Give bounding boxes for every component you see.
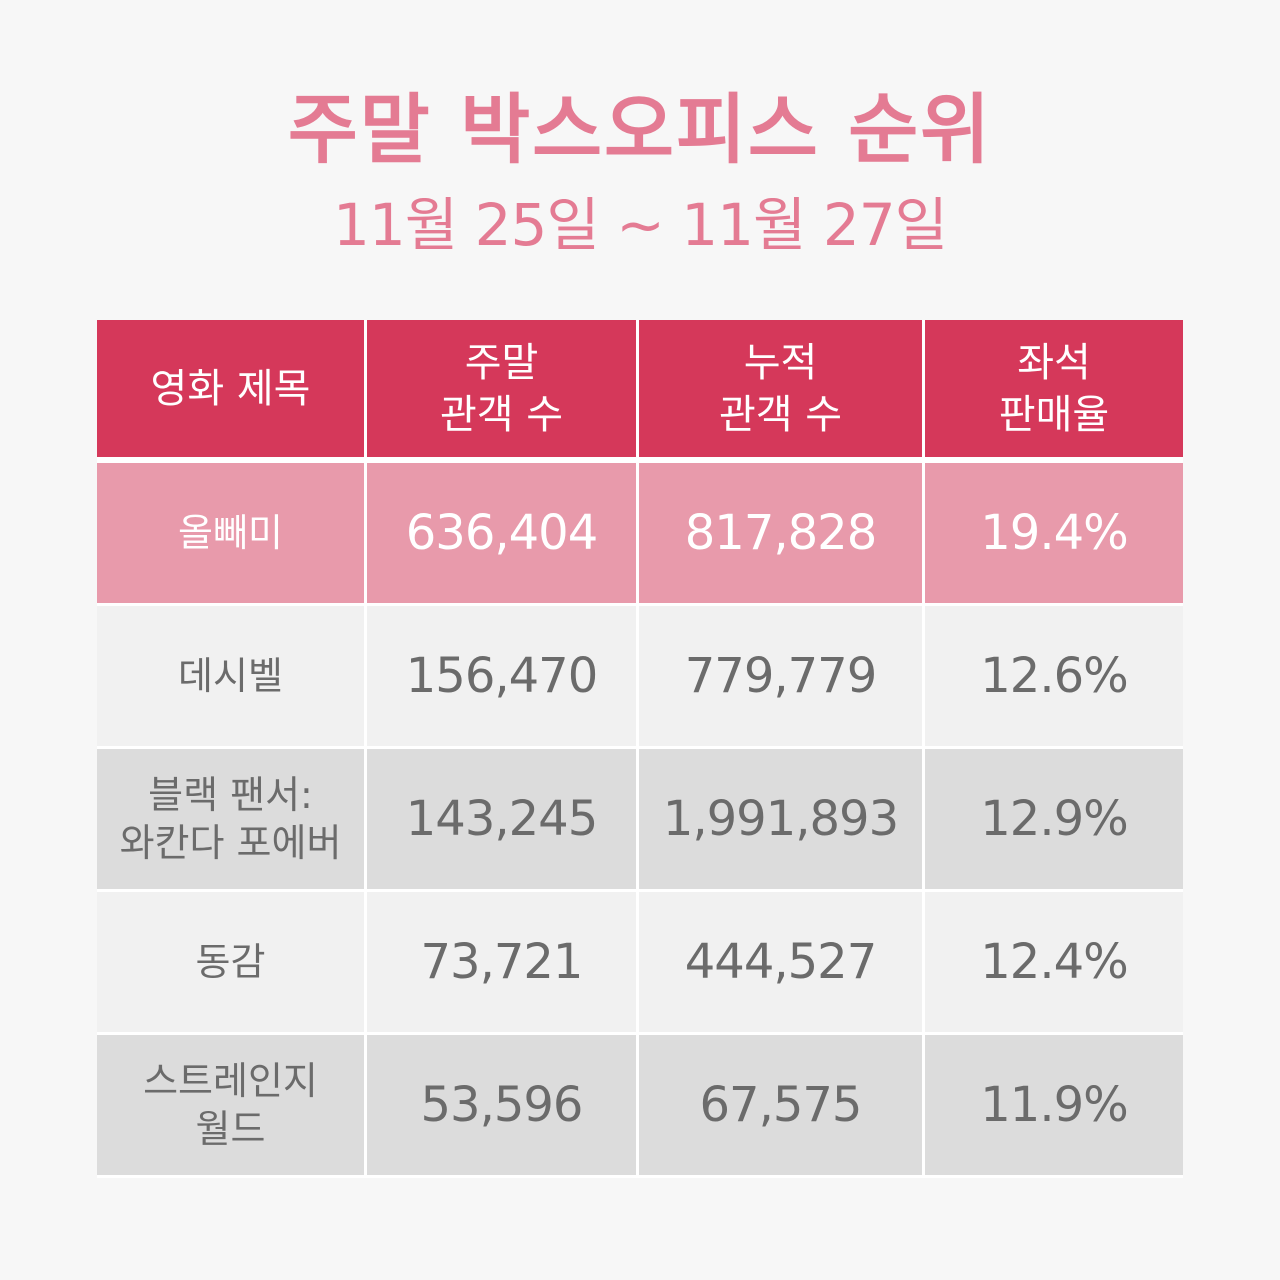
total-audience-cell: 1,991,893: [639, 749, 925, 892]
date-range-subtitle: 11월 25일 ~ 11월 27일: [333, 191, 948, 259]
header-total-audience: 누적 관객 수: [639, 320, 925, 463]
movie-title-cell: 데시벨: [97, 606, 367, 749]
movie-title-cell: 동감: [97, 892, 367, 1035]
weekend-audience-cell: 636,404: [367, 463, 639, 606]
page-title: 주말 박스오피스 순위: [287, 85, 993, 174]
weekend-audience-cell: 73,721: [367, 892, 639, 1035]
weekend-audience-cell: 156,470: [367, 606, 639, 749]
weekend-audience-cell: 143,245: [367, 749, 639, 892]
header-seat-sales-rate: 좌석 판매율: [925, 320, 1183, 463]
total-audience-cell: 67,575: [639, 1035, 925, 1178]
movie-title-cell: 스트레인지 월드: [97, 1035, 367, 1178]
seat-rate-cell: 12.6%: [925, 606, 1183, 749]
header-movie-title: 영화 제목: [97, 320, 367, 463]
weekend-audience-cell: 53,596: [367, 1035, 639, 1178]
seat-rate-cell: 11.9%: [925, 1035, 1183, 1178]
total-audience-cell: 817,828: [639, 463, 925, 606]
header-weekend-audience: 주말 관객 수: [367, 320, 639, 463]
seat-rate-cell: 12.9%: [925, 749, 1183, 892]
seat-rate-cell: 19.4%: [925, 463, 1183, 606]
total-audience-cell: 444,527: [639, 892, 925, 1035]
total-audience-cell: 779,779: [639, 606, 925, 749]
movie-title-cell: 블랙 팬서: 와칸다 포에버: [97, 749, 367, 892]
box-office-table: 영화 제목 주말 관객 수 누적 관객 수 좌석 판매율 올빼미 636,404…: [97, 320, 1183, 1178]
seat-rate-cell: 12.4%: [925, 892, 1183, 1035]
movie-title-cell: 올빼미: [97, 463, 367, 606]
